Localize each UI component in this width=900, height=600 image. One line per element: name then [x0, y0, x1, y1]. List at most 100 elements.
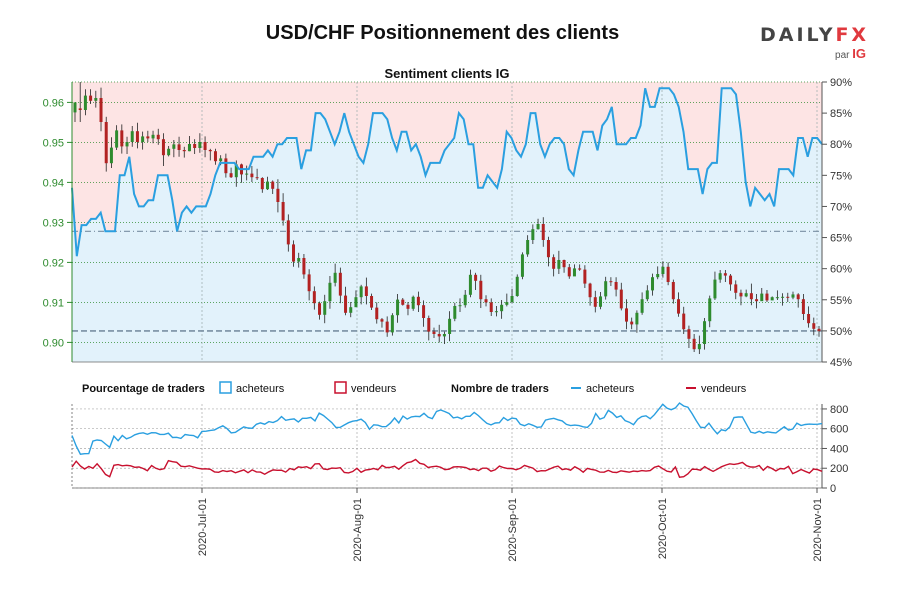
candle-body [468, 274, 472, 295]
candle-body [146, 136, 150, 139]
candle-body [463, 294, 467, 306]
candle-body [198, 142, 202, 148]
candle-body [83, 95, 87, 110]
right-tick-label: 75% [830, 170, 852, 182]
candle-body [791, 294, 795, 298]
legend-count-label: Nombre de traders [451, 383, 549, 395]
left-tick-label: 0.95 [43, 137, 64, 149]
candle-body [656, 274, 660, 278]
count-tick-label: 0 [830, 483, 836, 495]
legend-pct-buyers-label: acheteurs [236, 383, 285, 395]
right-tick-label: 70% [830, 201, 852, 213]
candle-body [307, 274, 311, 292]
candle-body [749, 293, 753, 300]
candle-body [526, 240, 530, 255]
candle-body [604, 281, 608, 297]
candle-body [73, 102, 77, 113]
right-tick-label: 80% [830, 139, 852, 151]
candle-body [520, 254, 524, 277]
candle-body [442, 334, 446, 337]
candle-body [453, 306, 457, 319]
candle-body [500, 304, 504, 312]
candle-body [567, 267, 571, 277]
candle-body [489, 302, 493, 312]
candle-body [203, 142, 207, 150]
candle-body [531, 229, 535, 240]
candle-body [666, 266, 670, 282]
candle-body [546, 240, 550, 258]
candle-body [458, 305, 462, 307]
candle-body [94, 98, 98, 101]
candle-body [89, 95, 93, 101]
candle-body [786, 296, 790, 298]
buyers-count-line [71, 402, 823, 455]
candle-body [104, 122, 108, 164]
candle-body [494, 311, 498, 313]
left-tick-label: 0.92 [43, 257, 64, 269]
buyers-percentage-line [71, 87, 823, 257]
left-tick-label: 0.94 [43, 177, 64, 189]
candle-body [609, 281, 613, 283]
candle-body [333, 272, 337, 283]
candle-body [151, 134, 155, 139]
candle-body [156, 134, 160, 140]
candle-body [255, 177, 259, 179]
candle-body [401, 299, 405, 305]
right-tick-label: 90% [830, 77, 852, 89]
logo-par: par [835, 50, 850, 61]
candle-body [510, 296, 514, 302]
candle-body [416, 296, 420, 306]
candle-body [396, 299, 400, 316]
date-tick-label: 2020-Sep-01 [507, 498, 519, 562]
candle-body [630, 321, 634, 325]
candle-body [723, 273, 727, 276]
legend-count-sellers-label: vendeurs [701, 383, 747, 395]
candle-body [115, 130, 119, 148]
candle-body [744, 293, 748, 297]
candle-body [141, 136, 145, 142]
candle-body [437, 334, 441, 337]
candle-body [229, 173, 233, 178]
candle-body [427, 318, 431, 332]
candle-body [619, 289, 623, 309]
candle-body [739, 292, 743, 297]
candle-body [692, 338, 696, 350]
candle-body [271, 181, 275, 189]
candle-body [703, 321, 707, 344]
legend: Pourcentage de traders acheteurs vendeurs N… [82, 381, 747, 395]
candle-body [801, 299, 805, 314]
candle-body [349, 307, 353, 313]
candle-body [432, 331, 436, 334]
candle-body [484, 299, 488, 303]
candle-body [354, 297, 358, 308]
buyers-zone [72, 88, 822, 362]
candle-body [624, 308, 628, 322]
candle-body [562, 260, 566, 268]
sentiment-subtitle: Sentiment clients IG [385, 66, 510, 81]
candle-body [276, 188, 280, 202]
legend-pct-label: Pourcentage de traders [82, 383, 205, 395]
candle-body [250, 173, 254, 178]
candle-body [109, 147, 113, 164]
candle-body [640, 299, 644, 313]
candle-body [671, 282, 675, 300]
candle-body [593, 297, 597, 307]
candle-body [572, 268, 576, 277]
logo-fx: FX [835, 24, 870, 46]
candle-body [328, 282, 332, 302]
right-tick-label: 60% [830, 264, 852, 276]
candle-body [718, 273, 722, 280]
candle-body [323, 301, 327, 315]
candle-body [598, 296, 602, 307]
count-tick-labels: 800 600 400 200 0 [822, 404, 848, 495]
candle-body [682, 313, 686, 330]
candle-body [224, 158, 228, 174]
candle-body [120, 130, 124, 147]
candle-body [729, 275, 733, 285]
legend-count-buyers-label: acheteurs [586, 383, 635, 395]
left-tick-label: 0.90 [43, 337, 64, 349]
candle-body [302, 258, 306, 275]
candle-body [338, 272, 342, 296]
candle-body [677, 299, 681, 314]
